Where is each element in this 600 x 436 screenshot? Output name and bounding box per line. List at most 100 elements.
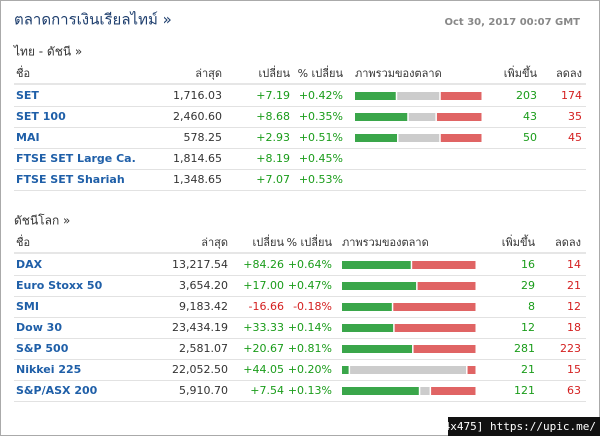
- column-header: % เปลี่ยน: [298, 65, 344, 80]
- change-percent: +0.64%: [288, 258, 332, 271]
- breadth-segment: [342, 282, 417, 290]
- index-name[interactable]: FTSE SET Shariah: [16, 173, 125, 186]
- column-header: ลดลง: [556, 67, 582, 80]
- breadth-segment: [440, 134, 482, 142]
- breadth-segment: [420, 387, 430, 395]
- section-title[interactable]: ไทย - ดัชนี »: [13, 45, 82, 59]
- last-value: 22,052.50: [172, 363, 228, 376]
- index-name[interactable]: S&P/ASX 200: [16, 384, 98, 397]
- index-name[interactable]: Nikkei 225: [16, 363, 81, 376]
- index-name[interactable]: SMI: [16, 300, 39, 313]
- last-value: 1,814.65: [173, 152, 222, 165]
- change-percent: +0.13%: [288, 384, 332, 397]
- last-value: 23,434.19: [172, 321, 228, 334]
- advancers: 8: [528, 300, 535, 313]
- change-value: +7.54: [250, 384, 284, 397]
- breadth-segment: [398, 134, 440, 142]
- change-value: +8.19: [256, 152, 290, 165]
- advancers: 203: [516, 89, 537, 102]
- breadth-segment: [342, 261, 411, 269]
- breadth-segment: [467, 366, 476, 374]
- last-value: 3,654.20: [179, 279, 228, 292]
- decliners: 63: [567, 384, 581, 397]
- breadth-segment: [342, 324, 394, 332]
- index-name[interactable]: FTSE SET Large Ca.: [16, 152, 136, 165]
- breadth-segment: [394, 324, 476, 332]
- column-header: ชื่อ: [16, 234, 30, 249]
- title[interactable]: ตลาดการเงินเรียลไทม์ »: [14, 11, 172, 29]
- change-value: +20.67: [243, 342, 284, 355]
- index-name[interactable]: S&P 500: [16, 342, 69, 355]
- decliners: 18: [567, 321, 581, 334]
- column-header: เปลี่ยน: [253, 234, 285, 249]
- index-name[interactable]: Euro Stoxx 50: [16, 279, 103, 292]
- change-percent: +0.53%: [299, 173, 343, 186]
- change-percent: -0.18%: [293, 300, 332, 313]
- column-header: ภาพรวมของตลาด: [355, 67, 442, 80]
- change-percent: +0.81%: [288, 342, 332, 355]
- last-value: 1,716.03: [173, 89, 222, 102]
- advancers: 121: [514, 384, 535, 397]
- last-value: 5,910.70: [179, 384, 228, 397]
- breadth-segment: [413, 345, 476, 353]
- breadth-segment: [342, 303, 392, 311]
- column-header: ภาพรวมของตลาด: [342, 236, 429, 249]
- column-header: ล่าสุด: [195, 67, 222, 80]
- decliners: 45: [568, 131, 582, 144]
- index-name[interactable]: SET 100: [16, 110, 66, 123]
- advancers: 12: [521, 321, 535, 334]
- decliners: 21: [567, 279, 581, 292]
- advancers: 281: [514, 342, 535, 355]
- advancers: 16: [521, 258, 535, 271]
- breadth-segment: [350, 366, 467, 374]
- advancers: 29: [521, 279, 535, 292]
- change-value: +44.05: [243, 363, 284, 376]
- change-percent: +0.42%: [299, 89, 343, 102]
- last-value: 13,217.54: [172, 258, 228, 271]
- breadth-segment: [397, 92, 440, 100]
- decliners: 15: [567, 363, 581, 376]
- change-value: -16.66: [249, 300, 284, 313]
- breadth-segment: [355, 113, 408, 121]
- breadth-segment: [412, 261, 476, 269]
- watermark-bg: [448, 417, 600, 436]
- column-header: ชื่อ: [16, 65, 30, 80]
- advancers: 43: [523, 110, 537, 123]
- change-value: +33.33: [243, 321, 284, 334]
- index-name[interactable]: Dow 30: [16, 321, 62, 334]
- index-name[interactable]: MAI: [16, 131, 40, 144]
- change-value: +7.07: [256, 173, 290, 186]
- change-percent: +0.14%: [288, 321, 332, 334]
- change-percent: +0.47%: [288, 279, 332, 292]
- breadth-segment: [417, 282, 476, 290]
- change-value: +84.26: [243, 258, 284, 271]
- index-name[interactable]: SET: [16, 89, 39, 102]
- change-value: +2.93: [256, 131, 290, 144]
- decliners: 223: [560, 342, 581, 355]
- breadth-segment: [431, 387, 476, 395]
- change-value: +17.00: [243, 279, 284, 292]
- section-title[interactable]: ดัชนีโลก »: [14, 214, 70, 228]
- change-percent: +0.51%: [299, 131, 343, 144]
- column-header: ลดลง: [555, 236, 581, 249]
- last-value: 2,460.60: [173, 110, 222, 123]
- column-header: เพิ่มขึ้น: [502, 234, 536, 249]
- breadth-segment: [408, 113, 436, 121]
- date: Oct 30, 2017 00:07 GMT: [445, 17, 581, 28]
- change-percent: +0.20%: [288, 363, 332, 376]
- column-header: เปลี่ยน: [259, 65, 291, 80]
- change-percent: +0.35%: [299, 110, 343, 123]
- last-value: 2,581.07: [179, 342, 228, 355]
- breadth-segment: [342, 387, 419, 395]
- change-percent: +0.45%: [299, 152, 343, 165]
- advancers: 21: [521, 363, 535, 376]
- last-value: 578.25: [184, 131, 223, 144]
- index-name[interactable]: DAX: [16, 258, 43, 271]
- last-value: 1,348.65: [173, 173, 222, 186]
- breadth-segment: [342, 366, 349, 374]
- last-value: 9,183.42: [179, 300, 228, 313]
- decliners: 14: [567, 258, 581, 271]
- advancers: 50: [523, 131, 537, 144]
